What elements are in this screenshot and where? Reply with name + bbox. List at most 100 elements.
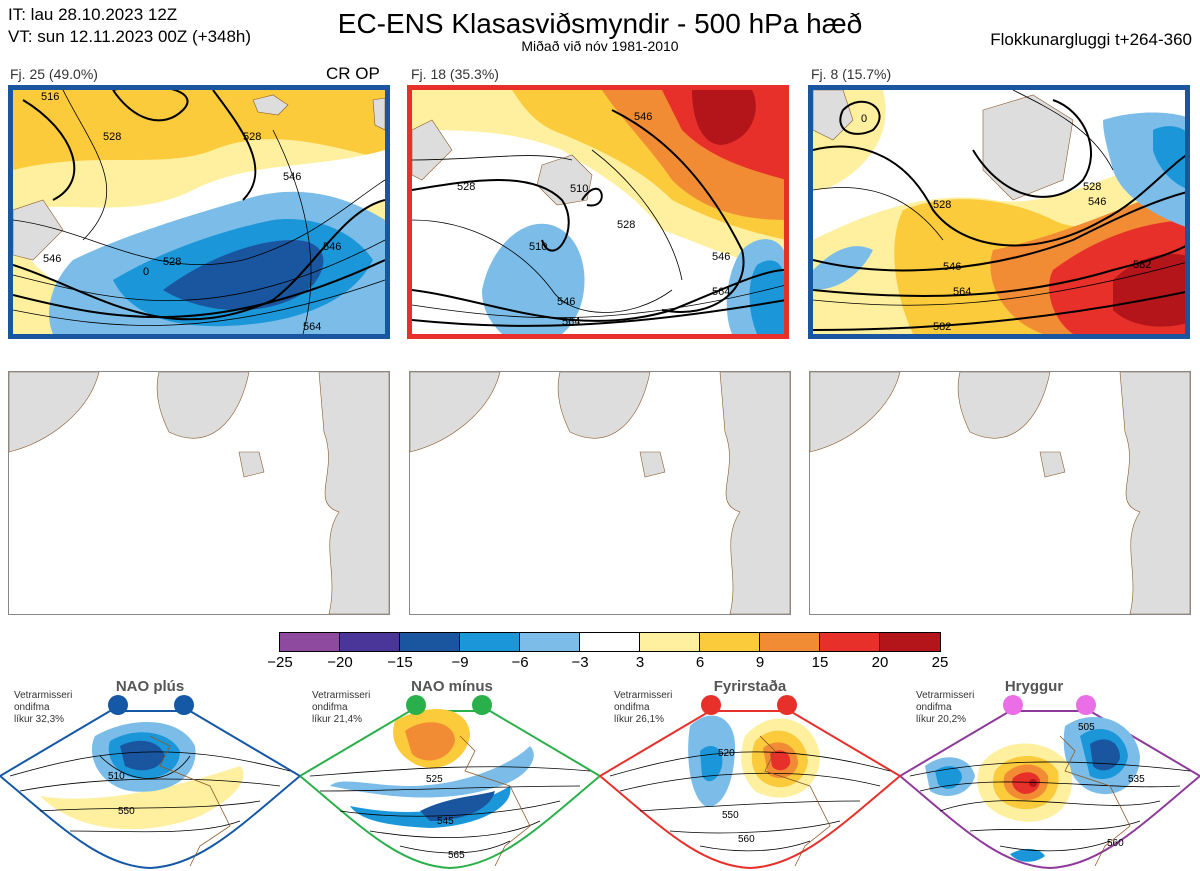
contour-label: 528 bbox=[617, 219, 635, 231]
contour-label: 528 bbox=[933, 199, 951, 211]
regime-1-stats: Vetrarmisseri ondifma líkur 32,3% bbox=[14, 690, 72, 726]
cluster-map-3[interactable]: 528 528 546 546 564 582 582 0 bbox=[808, 85, 1190, 339]
contour-label: 564 bbox=[562, 316, 580, 328]
colorbar-swatch bbox=[760, 633, 820, 651]
colorbar-tick-label: −25 bbox=[267, 654, 293, 671]
contour-label: 535 bbox=[1128, 774, 1145, 785]
contour-label: 528 bbox=[103, 131, 121, 143]
regime-stat: Vetrarmisseri bbox=[312, 690, 371, 701]
colorbar-tick-label: 9 bbox=[755, 654, 765, 671]
regime-stat: ondifma bbox=[916, 702, 952, 713]
regime-2-dot-right bbox=[472, 695, 492, 715]
base-map-3 bbox=[809, 371, 1191, 615]
panel-2-label: Fj. 18 (35.3%) bbox=[411, 66, 499, 82]
contour-label: 565 bbox=[448, 850, 465, 861]
classification-window: Flokkunargluggi t+264-360 bbox=[990, 30, 1192, 49]
cluster-map-2[interactable]: 528 546 510 528 510 546 546 564 564 bbox=[407, 85, 789, 339]
regime-map-nao-plus[interactable]: 510 550 bbox=[0, 676, 300, 871]
contour-label: 550 bbox=[722, 810, 739, 821]
regime-map-block[interactable]: 520 550 560 bbox=[600, 676, 900, 871]
contour-label: 546 bbox=[557, 296, 575, 308]
panel-1-label: Fj. 25 (49.0%) bbox=[10, 66, 98, 82]
contour-label: 528 bbox=[457, 181, 475, 193]
contour-label: 528 bbox=[163, 256, 181, 268]
colorbar-tick-label: 25 bbox=[931, 654, 949, 671]
colorbar-tick-label: −9 bbox=[451, 654, 469, 671]
contour-label: 546 bbox=[283, 171, 301, 183]
contour-label: 510 bbox=[570, 183, 588, 195]
contour-label: 546 bbox=[323, 241, 341, 253]
colorbar-swatch bbox=[280, 633, 340, 651]
regime-stat: líkur 21,4% bbox=[312, 714, 363, 725]
colorbar-swatch bbox=[400, 633, 460, 651]
colorbar-swatch bbox=[880, 633, 940, 651]
contour-label: 528 bbox=[243, 131, 261, 143]
regime-stat: líkur 32,3% bbox=[14, 714, 65, 725]
colorbar-swatch bbox=[520, 633, 580, 651]
contour-label: 564 bbox=[303, 321, 321, 333]
colorbar-tick-label: −15 bbox=[387, 654, 413, 671]
contour-label: 546 bbox=[634, 111, 652, 123]
colorbar-swatch bbox=[460, 633, 520, 651]
contour-label: 0 bbox=[861, 113, 867, 125]
regime-2-dot-left bbox=[406, 695, 426, 715]
colorbar-swatch bbox=[700, 633, 760, 651]
regime-stat: Vetrarmisseri bbox=[916, 690, 975, 701]
contour-label: 564 bbox=[953, 286, 971, 298]
regime-1-dot-left bbox=[108, 695, 128, 715]
regime-3-title: Fyrirstaða bbox=[713, 678, 787, 695]
regime-3-dot-left bbox=[701, 695, 721, 715]
regime-stat: Vetrarmisseri bbox=[614, 690, 673, 701]
regime-2-title: NAO mínus bbox=[411, 678, 493, 695]
regime-3-dot-right bbox=[777, 695, 797, 715]
regime-4-stats: Vetrarmisseri ondifma líkur 20,2% bbox=[916, 690, 974, 726]
contour-label: 528 bbox=[1083, 181, 1101, 193]
contour-label: 545 bbox=[437, 816, 454, 827]
regime-map-nao-minus[interactable]: 525 545 565 bbox=[300, 676, 600, 871]
base-map-2-graphic bbox=[410, 372, 790, 614]
colorbar-tick-label: 15 bbox=[811, 654, 829, 671]
regime-stat: ondifma bbox=[614, 702, 650, 713]
regime-4-dot-left bbox=[1003, 695, 1023, 715]
contour-label: 546 bbox=[43, 253, 61, 265]
base-map-1 bbox=[8, 371, 390, 615]
contour-label: 564 bbox=[712, 286, 730, 298]
panel-3-label: Fj. 8 (15.7%) bbox=[811, 66, 892, 82]
contour-label: 510 bbox=[529, 241, 547, 253]
colorbar-tick-label: −6 bbox=[511, 654, 529, 671]
contour-label: 560 bbox=[738, 834, 755, 845]
cluster-map-3-graphic: 528 528 546 546 564 582 582 0 bbox=[813, 90, 1185, 334]
contour-label: 546 bbox=[712, 251, 730, 263]
regime-3-stats: Vetrarmisseri ondifma líkur 26,1% bbox=[614, 690, 672, 726]
contour-label: 520 bbox=[718, 748, 735, 759]
regime-map-ridge[interactable]: 505 535 560 bbox=[900, 676, 1200, 871]
colorbar-swatch bbox=[640, 633, 700, 651]
colorbar-swatch bbox=[580, 633, 640, 651]
contour-label: 525 bbox=[426, 774, 443, 785]
regime-stat: Vetrarmisseri bbox=[14, 690, 73, 701]
colorbar-tick-label: 20 bbox=[871, 654, 889, 671]
panel-1-tag: CR OP bbox=[326, 64, 380, 83]
contour-label: 582 bbox=[1133, 259, 1151, 271]
regime-stat: ondifma bbox=[312, 702, 348, 713]
regime-stat: ondifma bbox=[14, 702, 50, 713]
colorbar-swatch bbox=[820, 633, 880, 651]
contour-label: 550 bbox=[118, 806, 135, 817]
contour-label: 510 bbox=[108, 771, 125, 782]
init-time: IT: lau 28.10.2023 12Z bbox=[8, 5, 178, 24]
contour-label: 505 bbox=[1078, 722, 1095, 733]
cluster-map-1-graphic: 516 528 528 546 546 528 0 546 564 bbox=[13, 90, 385, 334]
valid-time: VT: sun 12.11.2023 00Z (+348h) bbox=[8, 27, 252, 46]
page-subtitle: Miðað við nóv 1981-2010 bbox=[521, 38, 679, 54]
regime-4-dot-right bbox=[1076, 695, 1096, 715]
colorbar-swatch bbox=[340, 633, 400, 651]
base-map-1-graphic bbox=[9, 372, 389, 614]
colorbar-tick-label: 3 bbox=[635, 654, 645, 671]
regime-stat: líkur 20,2% bbox=[916, 714, 967, 725]
colorbar bbox=[279, 632, 941, 652]
cluster-map-1[interactable]: 516 528 528 546 546 528 0 546 564 bbox=[8, 85, 390, 339]
contour-label: 582 bbox=[933, 321, 951, 333]
base-map-2 bbox=[409, 371, 791, 615]
base-map-3-graphic bbox=[810, 372, 1190, 614]
page-title: EC-ENS Klasasviðsmyndir - 500 hPa hæð bbox=[337, 8, 863, 39]
